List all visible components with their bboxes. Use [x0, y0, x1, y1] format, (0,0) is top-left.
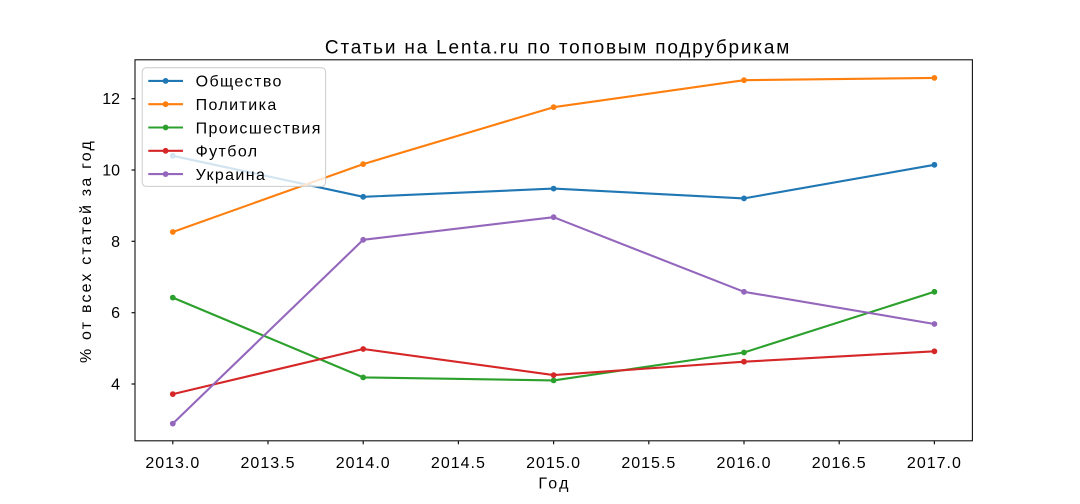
- svg-text:8: 8: [111, 234, 120, 251]
- svg-text:2015.0: 2015.0: [526, 455, 581, 472]
- svg-text:Происшествия: Происшествия: [196, 120, 322, 137]
- svg-text:Украина: Украина: [196, 167, 267, 184]
- svg-text:2016.0: 2016.0: [717, 455, 772, 472]
- svg-text:2014.5: 2014.5: [431, 455, 486, 472]
- svg-text:Год: Год: [538, 476, 570, 493]
- svg-text:Политика: Политика: [196, 97, 278, 114]
- svg-text:2013.5: 2013.5: [241, 455, 296, 472]
- svg-text:2016.5: 2016.5: [812, 455, 867, 472]
- svg-text:Общество: Общество: [196, 74, 283, 91]
- svg-text:2013.0: 2013.0: [145, 455, 200, 472]
- svg-text:4: 4: [111, 377, 120, 394]
- svg-text:6: 6: [111, 305, 120, 322]
- svg-text:2017.0: 2017.0: [907, 455, 962, 472]
- svg-text:Статьи на Lenta.ru по топовым: Статьи на Lenta.ru по топовым подрубрика…: [325, 38, 791, 59]
- svg-text:12: 12: [102, 91, 120, 108]
- svg-text:% от всех статей за год: % от всех статей за год: [78, 139, 95, 363]
- svg-text:2015.5: 2015.5: [621, 455, 676, 472]
- svg-text:Футбол: Футбол: [196, 144, 259, 161]
- svg-text:2014.0: 2014.0: [336, 455, 391, 472]
- svg-text:10: 10: [102, 163, 120, 180]
